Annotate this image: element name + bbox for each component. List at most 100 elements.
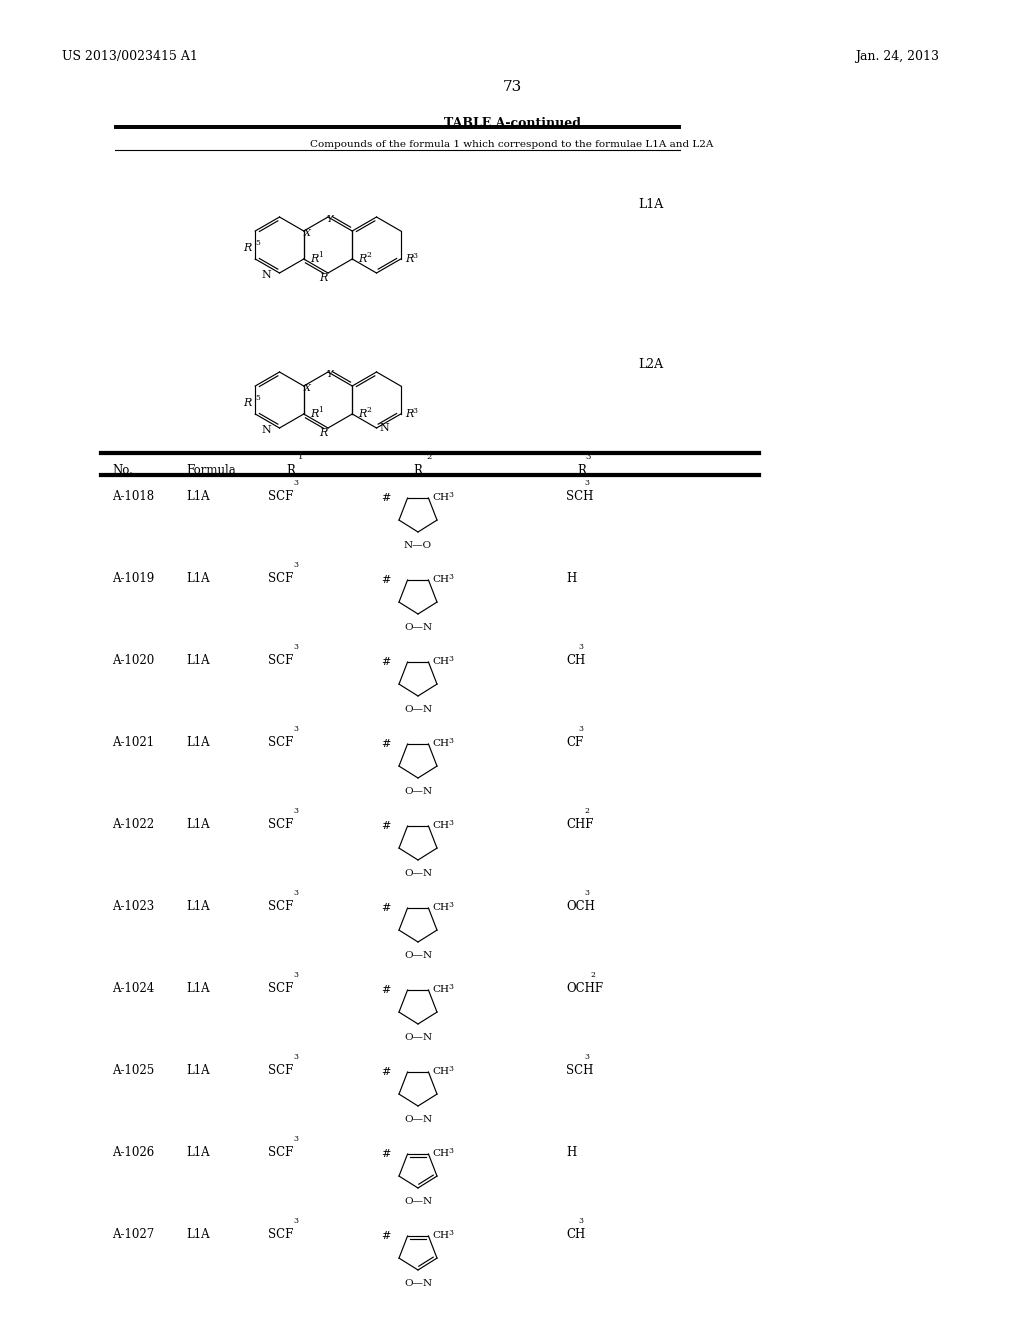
Text: 3: 3 bbox=[585, 1053, 590, 1061]
Text: #: # bbox=[382, 1232, 391, 1241]
Text: 3: 3 bbox=[293, 807, 298, 814]
Text: SCH: SCH bbox=[566, 1064, 593, 1077]
Text: L1A: L1A bbox=[186, 490, 210, 503]
Text: 3: 3 bbox=[413, 252, 418, 260]
Text: L1A: L1A bbox=[186, 1228, 210, 1241]
Text: O—N: O—N bbox=[403, 950, 432, 960]
Text: L1A: L1A bbox=[638, 198, 664, 211]
Text: O—N: O—N bbox=[403, 623, 432, 631]
Text: SCF: SCF bbox=[268, 982, 293, 995]
Text: Compounds of the formula 1 which correspond to the formulae L1A and L2A: Compounds of the formula 1 which corresp… bbox=[310, 140, 714, 149]
Text: 3: 3 bbox=[449, 573, 454, 581]
Text: 5: 5 bbox=[255, 393, 260, 403]
Text: Jan. 24, 2013: Jan. 24, 2013 bbox=[855, 50, 939, 63]
Text: 3: 3 bbox=[293, 725, 298, 733]
Text: OCH: OCH bbox=[566, 900, 595, 913]
Text: 1: 1 bbox=[317, 251, 323, 259]
Text: L2A: L2A bbox=[638, 358, 664, 371]
Text: R: R bbox=[309, 253, 318, 264]
Text: 73: 73 bbox=[503, 81, 521, 94]
Text: 1: 1 bbox=[317, 407, 323, 414]
Text: L1A: L1A bbox=[186, 572, 210, 585]
Text: H: H bbox=[566, 1146, 577, 1159]
Text: SCF: SCF bbox=[268, 818, 293, 832]
Text: 3: 3 bbox=[579, 725, 584, 733]
Text: CH: CH bbox=[432, 821, 450, 830]
Text: 3: 3 bbox=[449, 1229, 454, 1237]
Text: A-1025: A-1025 bbox=[112, 1064, 155, 1077]
Text: SCF: SCF bbox=[268, 572, 293, 585]
Text: 5: 5 bbox=[255, 239, 260, 247]
Text: 3: 3 bbox=[585, 453, 591, 461]
Text: TABLE A-continued: TABLE A-continued bbox=[443, 117, 581, 129]
Text: 3: 3 bbox=[585, 888, 590, 898]
Text: Y: Y bbox=[327, 370, 333, 379]
Text: A-1024: A-1024 bbox=[112, 982, 155, 995]
Text: X: X bbox=[303, 384, 310, 393]
Text: N: N bbox=[380, 422, 389, 433]
Text: #: # bbox=[382, 657, 391, 667]
Text: SCF: SCF bbox=[268, 900, 293, 913]
Text: X: X bbox=[303, 228, 310, 238]
Text: O—N: O—N bbox=[403, 787, 432, 796]
Text: 3: 3 bbox=[449, 983, 454, 991]
Text: 3: 3 bbox=[579, 1217, 584, 1225]
Text: 3: 3 bbox=[449, 655, 454, 663]
Text: 3: 3 bbox=[413, 407, 418, 414]
Text: R: R bbox=[577, 465, 586, 477]
Text: 2: 2 bbox=[585, 807, 590, 814]
Text: CH: CH bbox=[432, 576, 450, 585]
Text: CF: CF bbox=[566, 737, 584, 748]
Text: 3: 3 bbox=[293, 1053, 298, 1061]
Text: 3: 3 bbox=[293, 643, 298, 651]
Text: A-1019: A-1019 bbox=[112, 572, 155, 585]
Text: SCF: SCF bbox=[268, 1228, 293, 1241]
Text: US 2013/0023415 A1: US 2013/0023415 A1 bbox=[62, 50, 198, 63]
Text: O—N: O—N bbox=[403, 1196, 432, 1205]
Text: A-1026: A-1026 bbox=[112, 1146, 155, 1159]
Text: #: # bbox=[382, 1148, 391, 1159]
Text: R: R bbox=[309, 409, 318, 418]
Text: 3: 3 bbox=[449, 1065, 454, 1073]
Text: A-1020: A-1020 bbox=[112, 653, 155, 667]
Text: CH: CH bbox=[432, 1232, 450, 1241]
Text: Formula: Formula bbox=[186, 465, 236, 477]
Text: A-1023: A-1023 bbox=[112, 900, 155, 913]
Text: 3: 3 bbox=[585, 479, 590, 487]
Text: L1A: L1A bbox=[186, 737, 210, 748]
Text: 3: 3 bbox=[449, 737, 454, 744]
Text: L1A: L1A bbox=[186, 653, 210, 667]
Text: A-1027: A-1027 bbox=[112, 1228, 155, 1241]
Text: SCF: SCF bbox=[268, 653, 293, 667]
Text: 3: 3 bbox=[293, 972, 298, 979]
Text: CH: CH bbox=[432, 986, 450, 994]
Text: 3: 3 bbox=[293, 561, 298, 569]
Text: N—O: N—O bbox=[403, 540, 432, 549]
Text: #: # bbox=[382, 576, 391, 585]
Text: 3: 3 bbox=[449, 818, 454, 828]
Text: SCF: SCF bbox=[268, 1064, 293, 1077]
Text: R: R bbox=[318, 428, 328, 438]
Text: R: R bbox=[404, 409, 413, 418]
Text: CH: CH bbox=[432, 1150, 450, 1159]
Text: O—N: O—N bbox=[403, 1279, 432, 1287]
Text: R: R bbox=[243, 399, 251, 408]
Text: O—N: O—N bbox=[403, 1032, 432, 1041]
Text: O—N: O—N bbox=[403, 1114, 432, 1123]
Text: 2: 2 bbox=[367, 251, 371, 259]
Text: 1: 1 bbox=[298, 453, 303, 461]
Text: 3: 3 bbox=[449, 902, 454, 909]
Text: A-1021: A-1021 bbox=[112, 737, 155, 748]
Text: #: # bbox=[382, 739, 391, 748]
Text: 2: 2 bbox=[426, 453, 431, 461]
Text: #: # bbox=[382, 985, 391, 995]
Text: CH: CH bbox=[432, 657, 450, 667]
Text: 2: 2 bbox=[367, 407, 371, 414]
Text: #: # bbox=[382, 492, 391, 503]
Text: L1A: L1A bbox=[186, 1146, 210, 1159]
Text: 2: 2 bbox=[591, 972, 596, 979]
Text: R: R bbox=[358, 253, 367, 264]
Text: 3: 3 bbox=[579, 643, 584, 651]
Text: No.: No. bbox=[112, 465, 133, 477]
Text: L1A: L1A bbox=[186, 1064, 210, 1077]
